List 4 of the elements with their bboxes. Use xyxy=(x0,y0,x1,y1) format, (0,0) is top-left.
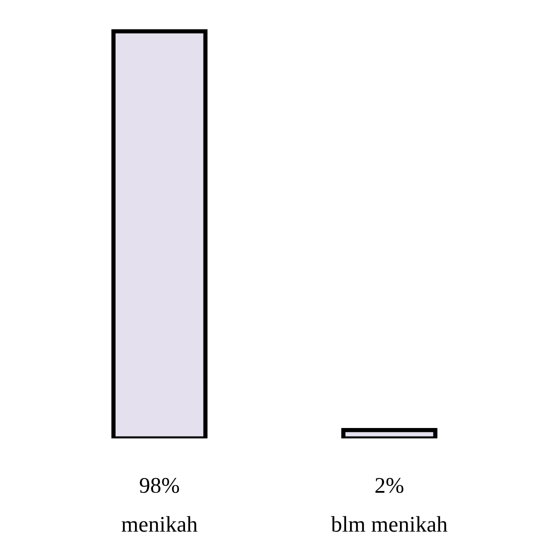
data-label: 98% xyxy=(140,478,180,493)
data-label: 2% xyxy=(375,478,404,493)
x-tick-label: menikah xyxy=(122,516,198,532)
x-tick-label: blm menikah xyxy=(330,516,448,532)
